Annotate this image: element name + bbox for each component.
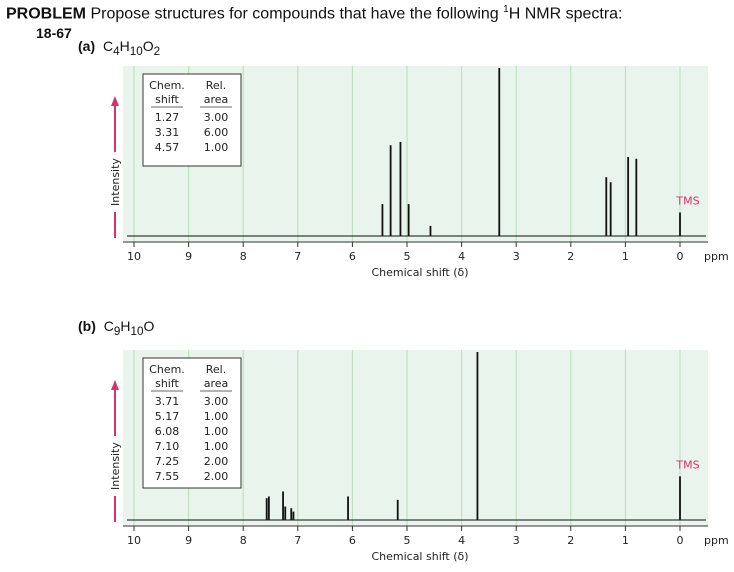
- table-shift-value: 6.08: [155, 425, 180, 438]
- problem-title-pre: Propose structures for compounds that ha…: [90, 5, 504, 23]
- x-unit-label: ppm: [704, 250, 729, 263]
- table-header-area-2: area: [204, 93, 229, 106]
- x-tick-label: 0: [677, 534, 684, 547]
- x-tick-label: 7: [294, 250, 301, 263]
- y-axis-title: Intensity: [109, 158, 122, 206]
- formula-b: C9H10O: [103, 318, 155, 338]
- ylabel-bg: [107, 152, 123, 212]
- x-tick-label: 9: [185, 250, 192, 263]
- x-tick-label: 5: [404, 534, 411, 547]
- intensity-arrow-head: [111, 96, 119, 106]
- table-area-value: 2.00: [204, 470, 229, 483]
- x-tick-label: 2: [567, 250, 574, 263]
- x-tick-label: 0: [677, 250, 684, 263]
- table-area-value: 1.00: [204, 141, 229, 154]
- table-shift-value: 1.27: [155, 111, 180, 124]
- table-area-value: 2.00: [204, 455, 229, 468]
- table-shift-value: 7.55: [155, 470, 180, 483]
- problem-number: 18-67: [36, 25, 72, 41]
- y-axis-title: Intensity: [109, 442, 122, 490]
- x-tick-label: 3: [513, 250, 520, 263]
- table-shift-value: 4.57: [155, 141, 180, 154]
- table-shift-value: 7.10: [155, 440, 180, 453]
- table-shift-value: 3.71: [155, 395, 180, 408]
- table-header-shift-2: shift: [155, 377, 179, 390]
- problem-title-post: H NMR spectra:: [508, 5, 623, 23]
- x-tick-label: 3: [513, 534, 520, 547]
- x-tick-label: 7: [294, 534, 301, 547]
- x-unit-label: ppm: [704, 534, 729, 547]
- x-axis-title: Chemical shift (δ): [371, 266, 468, 279]
- table-area-value: 1.00: [204, 425, 229, 438]
- table-header-area-1: Rel.: [206, 79, 226, 92]
- panel-b-label: (b) C9H10O: [78, 318, 154, 338]
- table-header-shift-2: shift: [155, 93, 179, 106]
- problem-title-sup: 1: [503, 4, 509, 15]
- x-axis-title: Chemical shift (δ): [371, 550, 468, 563]
- table-shift-value: 3.31: [155, 126, 180, 139]
- x-tick-label: 10: [127, 534, 141, 547]
- x-tick-label: 6: [349, 250, 356, 263]
- problem-header: PROBLEM Propose structures for compounds…: [6, 4, 622, 23]
- formula-a: C4H10O2: [103, 38, 161, 58]
- x-tick-label: 10: [127, 250, 141, 263]
- panel-a-letter: (a): [78, 38, 96, 54]
- table-area-value: 1.00: [204, 440, 229, 453]
- x-tick-label: 9: [185, 534, 192, 547]
- table-shift-value: 7.25: [155, 455, 180, 468]
- table-area-value: 1.00: [204, 410, 229, 423]
- x-tick-label: 1: [622, 534, 629, 547]
- x-tick-label: 4: [458, 250, 465, 263]
- table-header-shift-1: Chem.: [149, 363, 185, 376]
- x-tick-label: 5: [404, 250, 411, 263]
- x-tick-label: 2: [567, 534, 574, 547]
- tms-label: TMS: [675, 194, 699, 207]
- table-header-area-1: Rel.: [206, 363, 226, 376]
- problem-label: PROBLEM: [6, 5, 86, 23]
- panel-a-label: (a) C4H10O2: [78, 38, 160, 58]
- panel-b-letter: (b): [78, 318, 96, 334]
- table-header-shift-1: Chem.: [149, 79, 185, 92]
- table-header-area-2: area: [204, 377, 229, 390]
- table-area-value: 6.00: [204, 126, 229, 139]
- ylabel-bg: [107, 436, 123, 496]
- table-area-value: 3.00: [204, 395, 229, 408]
- data-table-box: [142, 357, 242, 489]
- table-area-value: 3.00: [204, 111, 229, 124]
- x-tick-label: 8: [240, 250, 247, 263]
- x-tick-label: 1: [622, 250, 629, 263]
- table-shift-value: 5.17: [155, 410, 180, 423]
- data-table-box: [142, 73, 242, 167]
- intensity-arrow-head: [111, 380, 119, 390]
- x-tick-label: 6: [349, 534, 356, 547]
- x-tick-label: 4: [458, 534, 465, 547]
- tms-label: TMS: [675, 458, 699, 471]
- x-tick-label: 8: [240, 534, 247, 547]
